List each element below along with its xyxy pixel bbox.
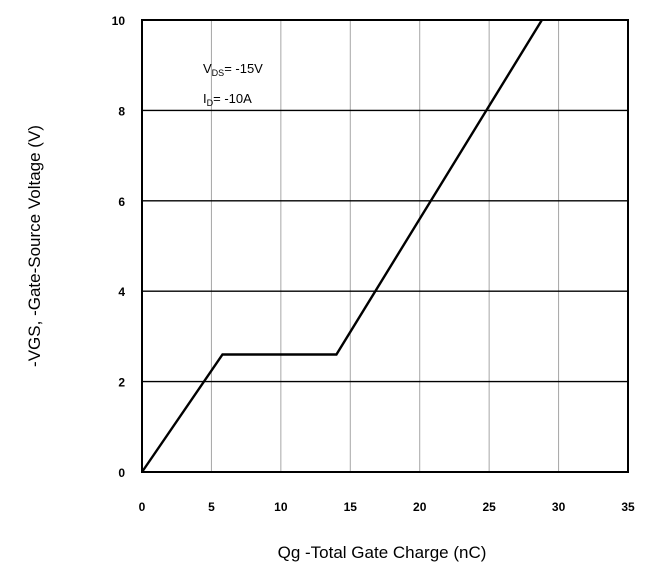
x-tick-label: 35 xyxy=(621,500,635,514)
annotation-id-rest: = -10A xyxy=(213,91,252,106)
annotation-vds: VDS= -15V xyxy=(203,61,263,78)
x-tick-label: 10 xyxy=(274,500,288,514)
y-axis-label: -VGS, -Gate-Source Voltage (V) xyxy=(25,125,44,367)
annotation-id-main: I xyxy=(203,91,207,106)
y-tick-label: 8 xyxy=(118,104,125,118)
grid-lines xyxy=(142,20,628,472)
series-line xyxy=(141,19,543,473)
x-tick-label: 15 xyxy=(344,500,358,514)
plot-frame xyxy=(141,19,629,473)
annotation-id: ID= -10A xyxy=(203,91,252,108)
x-tick-label: 20 xyxy=(413,500,427,514)
y-tick-label: 0 xyxy=(118,466,125,480)
annotation-vds-main: V xyxy=(203,61,212,76)
annotation-vds-sub: DS xyxy=(212,68,225,78)
y-tick-label: 4 xyxy=(118,285,125,299)
y-tick-label: 2 xyxy=(118,376,125,390)
tick-labels: 0 5 10 15 20 25 30 35 0 2 4 6 8 10 xyxy=(112,14,635,514)
x-tick-label: 30 xyxy=(552,500,566,514)
annotation-vds-rest: = -15V xyxy=(224,61,263,76)
x-axis-label: Qg -Total Gate Charge (nC) xyxy=(278,543,487,562)
x-tick-label: 0 xyxy=(139,500,146,514)
y-tick-label: 10 xyxy=(112,14,126,28)
y-tick-label: 6 xyxy=(118,195,125,209)
x-tick-label: 25 xyxy=(482,500,496,514)
annotation-id-sub: D xyxy=(207,98,214,108)
series-group xyxy=(141,19,543,473)
x-tick-label: 5 xyxy=(208,500,215,514)
